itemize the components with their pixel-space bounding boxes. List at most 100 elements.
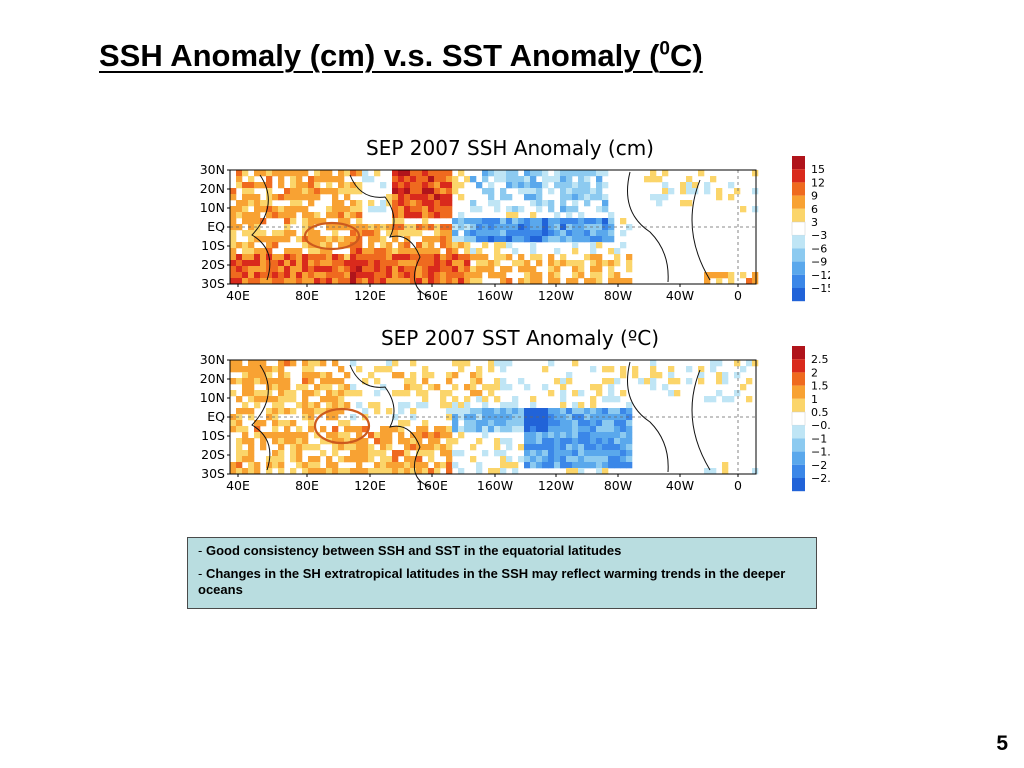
anomaly-cell [716,390,723,397]
anomaly-cell [278,408,285,415]
anomaly-cell [416,266,423,273]
anomaly-cell [602,414,609,421]
anomaly-cell [554,272,561,279]
anomaly-cell [608,236,615,243]
anomaly-cell [314,456,321,463]
anomaly-cell [266,182,273,189]
anomaly-cell [302,260,309,267]
anomaly-cell [380,278,387,285]
anomaly-cell [602,200,609,207]
anomaly-cell [620,438,627,445]
colorbar-swatch [792,438,805,452]
anomaly-cell [296,272,303,279]
anomaly-cell [506,254,513,261]
anomaly-cell [380,200,387,207]
anomaly-cell [440,224,447,231]
anomaly-cell [350,230,357,237]
lon-label: 40W [666,478,694,493]
anomaly-cell [548,218,555,225]
anomaly-cell [278,378,285,385]
anomaly-cell [530,432,537,439]
anomaly-cell [398,372,405,379]
anomaly-cell [578,170,585,177]
anomaly-cell [620,408,627,415]
anomaly-cell [476,408,483,415]
anomaly-cell [470,408,477,415]
anomaly-cell [626,462,633,469]
anomaly-cell [266,468,273,475]
anomaly-cell [752,206,759,213]
anomaly-cell [254,396,261,403]
anomaly-cell [590,420,597,427]
anomaly-cell [668,378,675,385]
anomaly-cell [314,266,321,273]
anomaly-cell [494,414,501,421]
anomaly-cell [350,360,357,367]
anomaly-cell [446,378,453,385]
anomaly-cell [548,426,555,433]
anomaly-cell [248,462,255,469]
anomaly-cell [572,278,579,285]
anomaly-cell [524,194,531,201]
anomaly-cell [404,206,411,213]
anomaly-cell [608,248,615,255]
anomaly-cell [626,224,633,231]
anomaly-cell [620,230,627,237]
anomaly-cell [644,176,651,183]
anomaly-cell [500,224,507,231]
anomaly-cell [608,426,615,433]
anomaly-cell [602,468,609,475]
anomaly-cell [614,462,621,469]
anomaly-cell [446,278,453,285]
anomaly-cell [314,236,321,243]
anomaly-cell [530,402,537,409]
anomaly-cell [482,224,489,231]
anomaly-cell [344,420,351,427]
anomaly-cell [440,176,447,183]
anomaly-cell [422,188,429,195]
anomaly-cell [452,384,459,391]
anomaly-cell [680,182,687,189]
anomaly-cell [350,170,357,177]
anomaly-cell [242,372,249,379]
anomaly-cell [476,206,483,213]
anomaly-cell [314,260,321,267]
anomaly-cell [422,390,429,397]
anomaly-cell [542,176,549,183]
anomaly-cell [392,176,399,183]
anomaly-cell [326,254,333,261]
anomaly-cell [470,248,477,255]
anomaly-cell [440,396,447,403]
anomaly-cell [386,254,393,261]
anomaly-cell [308,272,315,279]
anomaly-cell [596,444,603,451]
anomaly-cell [344,266,351,273]
anomaly-cell [368,372,375,379]
anomaly-cell [272,426,279,433]
anomaly-cell [416,224,423,231]
anomaly-cell [542,408,549,415]
anomaly-cell [302,266,309,273]
anomaly-cell [524,456,531,463]
anomaly-cell [656,176,663,183]
anomaly-cell [566,444,573,451]
anomaly-cell [536,194,543,201]
anomaly-cell [560,176,567,183]
anomaly-cell [530,200,537,207]
anomaly-cell [308,218,315,225]
anomaly-cell [626,420,633,427]
anomaly-cell [314,462,321,469]
anomaly-cell [740,384,747,391]
anomaly-cell [710,366,717,373]
lat-label: 20S [201,257,225,272]
anomaly-cell [572,182,579,189]
anomaly-cell [452,408,459,415]
anomaly-cell [266,194,273,201]
anomaly-cell [752,468,759,475]
anomaly-cell [344,242,351,249]
anomaly-cell [500,384,507,391]
anomaly-cell [338,390,345,397]
anomaly-cell [302,372,309,379]
anomaly-cell [374,236,381,243]
anomaly-cell [590,462,597,469]
